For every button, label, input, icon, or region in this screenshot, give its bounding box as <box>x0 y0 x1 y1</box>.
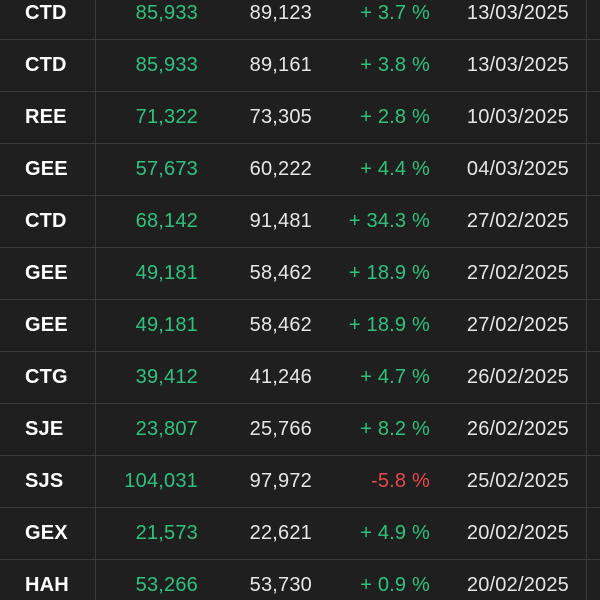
buy-price: 104,031 <box>124 470 198 492</box>
table-row[interactable]: GEE 49,181 58,462 + 18.9 % 27/02/2025 <box>0 300 600 352</box>
change-percent: + 4.7 % <box>360 366 430 388</box>
recommendation-date: 04/03/2025 <box>466 158 569 180</box>
current-price: 25,766 <box>249 418 312 440</box>
change-percent: + 18.9 % <box>348 314 430 336</box>
stock-symbol: CTG <box>25 366 68 388</box>
buy-price: 23,807 <box>135 418 198 440</box>
table-row[interactable]: SJS 104,031 97,972 -5.8 % 25/02/2025 <box>0 456 600 508</box>
stock-symbol: REE <box>25 106 67 128</box>
recommendation-date: 20/02/2025 <box>466 574 569 596</box>
stock-symbol: SJE <box>25 418 64 440</box>
stock-symbol: GEE <box>25 262 68 284</box>
recommendation-date: 13/03/2025 <box>466 2 569 24</box>
buy-price: 53,266 <box>135 574 198 596</box>
recommendation-date: 26/02/2025 <box>466 366 569 388</box>
recommendation-date: 26/02/2025 <box>466 418 569 440</box>
table-row[interactable]: GEE 49,181 58,462 + 18.9 % 27/02/2025 <box>0 248 600 300</box>
table-row[interactable]: GEE 57,673 60,222 + 4.4 % 04/03/2025 <box>0 144 600 196</box>
change-percent: + 3.7 % <box>360 2 430 24</box>
current-price: 22,621 <box>249 522 312 544</box>
change-percent: + 2.8 % <box>360 106 430 128</box>
current-price: 53,730 <box>249 574 312 596</box>
stock-symbol: GEE <box>25 158 68 180</box>
table-row[interactable]: REE 71,322 73,305 + 2.8 % 10/03/2025 <box>0 92 600 144</box>
buy-price: 85,933 <box>135 2 198 24</box>
buy-price: 85,933 <box>135 54 198 76</box>
stock-symbol: SJS <box>25 470 64 492</box>
stock-symbol: GEX <box>25 522 68 544</box>
column-divider <box>586 0 587 600</box>
buy-price: 21,573 <box>135 522 198 544</box>
stock-symbol: CTD <box>25 2 67 24</box>
buy-price: 71,322 <box>135 106 198 128</box>
column-divider <box>95 0 96 600</box>
current-price: 97,972 <box>249 470 312 492</box>
recommendation-date: 25/02/2025 <box>466 470 569 492</box>
buy-price: 49,181 <box>135 262 198 284</box>
change-percent: + 18.9 % <box>348 262 430 284</box>
buy-price: 39,412 <box>135 366 198 388</box>
change-percent: + 8.2 % <box>360 418 430 440</box>
change-percent: + 4.4 % <box>360 158 430 180</box>
recommendation-date: 13/03/2025 <box>466 54 569 76</box>
stock-symbol: CTD <box>25 54 67 76</box>
current-price: 89,123 <box>249 2 312 24</box>
table-row[interactable]: GEX 21,573 22,621 + 4.9 % 20/02/2025 <box>0 508 600 560</box>
table-row[interactable]: SJE 23,807 25,766 + 8.2 % 26/02/2025 <box>0 404 600 456</box>
table-row[interactable]: CTD 68,142 91,481 + 34.3 % 27/02/2025 <box>0 196 600 248</box>
change-percent: + 3.8 % <box>360 54 430 76</box>
current-price: 60,222 <box>249 158 312 180</box>
recommendation-date: 10/03/2025 <box>466 106 569 128</box>
recommendation-date: 20/02/2025 <box>466 522 569 544</box>
table-row[interactable]: CTD 85,933 89,123 + 3.7 % 13/03/2025 <box>0 0 600 40</box>
stock-symbol: CTD <box>25 210 67 232</box>
table-row[interactable]: CTD 85,933 89,161 + 3.8 % 13/03/2025 <box>0 40 600 92</box>
recommendation-date: 27/02/2025 <box>466 262 569 284</box>
buy-price: 68,142 <box>135 210 198 232</box>
current-price: 89,161 <box>249 54 312 76</box>
buy-price: 57,673 <box>135 158 198 180</box>
stock-symbol: GEE <box>25 314 68 336</box>
table-row[interactable]: HAH 53,266 53,730 + 0.9 % 20/02/2025 <box>0 560 600 600</box>
current-price: 58,462 <box>249 314 312 336</box>
recommendation-date: 27/02/2025 <box>466 210 569 232</box>
stock-symbol: HAH <box>25 574 69 596</box>
current-price: 58,462 <box>249 262 312 284</box>
current-price: 73,305 <box>249 106 312 128</box>
current-price: 41,246 <box>249 366 312 388</box>
change-percent: -5.8 % <box>370 470 430 492</box>
change-percent: + 0.9 % <box>360 574 430 596</box>
change-percent: + 4.9 % <box>360 522 430 544</box>
recommendation-date: 27/02/2025 <box>466 314 569 336</box>
change-percent: + 34.3 % <box>348 210 430 232</box>
current-price: 91,481 <box>249 210 312 232</box>
buy-price: 49,181 <box>135 314 198 336</box>
table-row[interactable]: CTG 39,412 41,246 + 4.7 % 26/02/2025 <box>0 352 600 404</box>
